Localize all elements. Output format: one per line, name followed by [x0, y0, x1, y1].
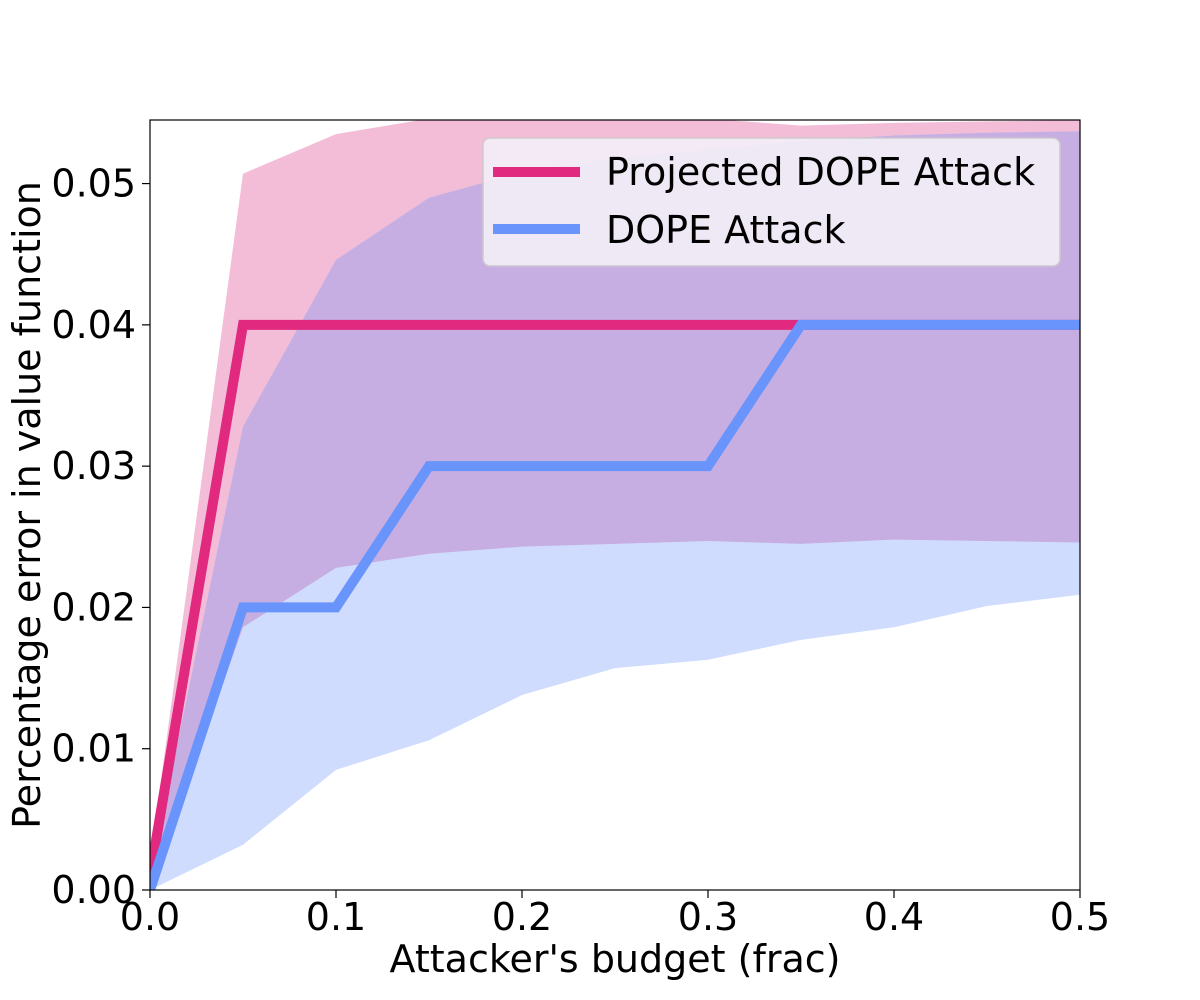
plot-frame	[149, 119, 1081, 891]
x-tick-label: 0.1	[306, 895, 366, 939]
y-tick-label: 0.01	[51, 727, 136, 771]
x-tick-label: 0.5	[1050, 895, 1110, 939]
y-tick-label: 0.02	[51, 585, 136, 629]
x-tick-label: 0.2	[492, 895, 552, 939]
x-tick-label: 0.4	[864, 895, 924, 939]
legend: Projected DOPE Attack DOPE Attack	[482, 137, 1061, 267]
y-tick-label: 0.05	[51, 162, 136, 206]
x-tick-label: 0.0	[120, 895, 180, 939]
y-tick-label: 0.00	[51, 868, 136, 912]
legend-label-dope: DOPE Attack	[606, 208, 846, 252]
line-dope-attack	[150, 319, 1080, 890]
legend-box	[482, 137, 1061, 267]
x-tick-label: 0.3	[678, 895, 738, 939]
legend-label-projected-dope: Projected DOPE Attack	[606, 150, 1035, 194]
y-tick-label: 0.04	[51, 303, 136, 347]
y-axis-title: Percentage error in value function	[5, 181, 49, 829]
y-tick-label: 0.03	[51, 444, 136, 488]
x-axis-title: Attacker's budget (frac)	[390, 937, 841, 981]
